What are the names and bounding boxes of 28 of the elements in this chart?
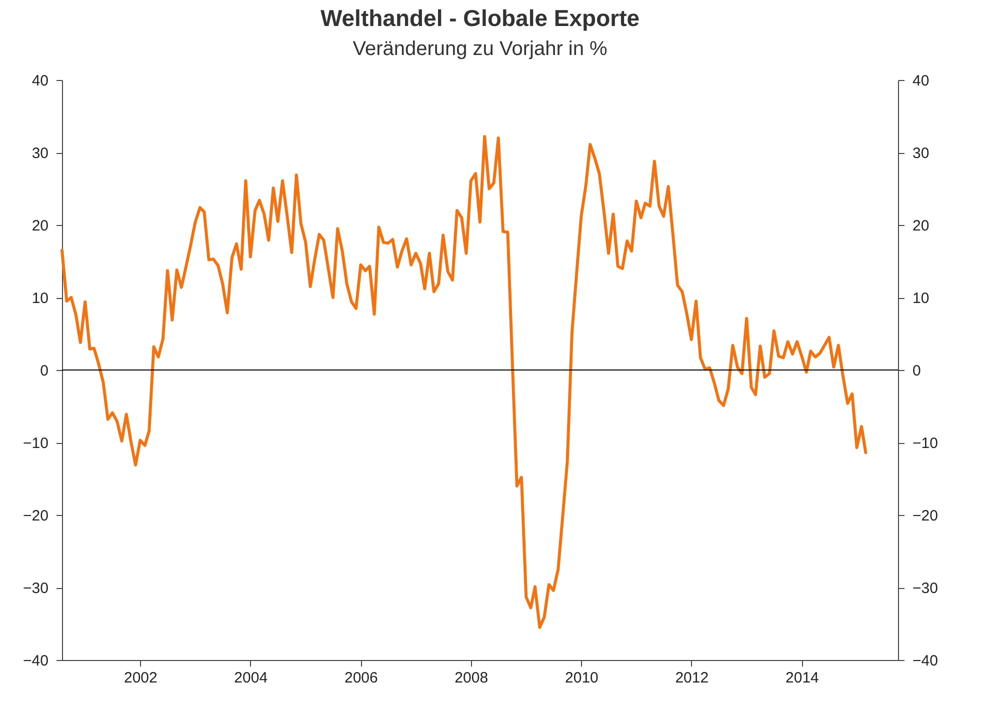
y2-tick-label: −30: [912, 580, 938, 597]
y2-tick-label: 20: [912, 218, 930, 234]
y-tick-label: 0: [40, 362, 48, 380]
x-tick-label: 2004: [234, 670, 268, 686]
y-tick-label: 10: [32, 290, 48, 307]
y2-tick-label: 30: [912, 145, 930, 162]
y-tick-label: −40: [23, 652, 48, 670]
y2-tick-label: −40: [912, 652, 938, 670]
chart-subtitle: Veränderung zu Vorjahr in %: [352, 38, 608, 60]
x-tick-label: 2012: [675, 670, 709, 686]
y-tick-label: −10: [23, 435, 48, 452]
y-tick-label: 30: [32, 145, 48, 162]
y-tick-label: −20: [23, 508, 48, 524]
y-tick-label: 20: [32, 218, 48, 234]
chart-title: Welthandel - Globale Exporte: [320, 5, 640, 31]
y2-tick-label: −10: [912, 435, 938, 452]
x-tick-label: 2002: [124, 670, 158, 686]
y2-tick-label: 10: [912, 290, 930, 307]
y2-tick-label: 0: [912, 362, 921, 380]
y-tick-label: −30: [23, 580, 48, 597]
y2-tick-label: 40: [912, 72, 930, 90]
x-tick-label: 2008: [454, 670, 488, 686]
y2-tick-label: −20: [912, 508, 938, 524]
x-tick-label: 2014: [786, 670, 819, 686]
x-tick-label: 2010: [565, 670, 598, 686]
x-tick-label: 2006: [344, 670, 378, 686]
line-series: [60, 135, 868, 629]
y-tick-label: 40: [32, 72, 48, 90]
